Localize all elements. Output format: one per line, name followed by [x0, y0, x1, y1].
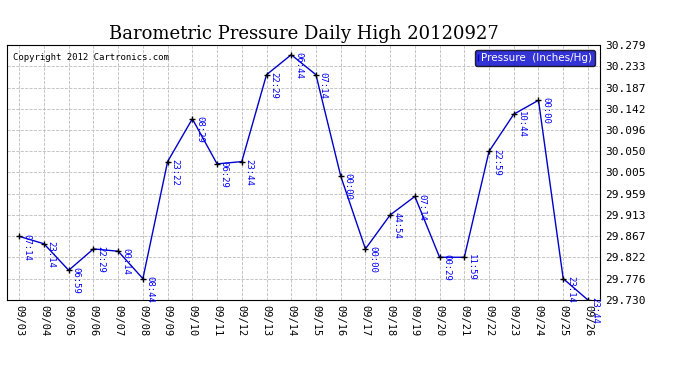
Text: 00:00: 00:00: [541, 98, 550, 124]
Text: 22:59: 22:59: [492, 148, 501, 176]
Text: 10:44: 10:44: [517, 111, 526, 138]
Text: 23:14: 23:14: [47, 241, 56, 268]
Text: Copyright 2012 Cartronics.com: Copyright 2012 Cartronics.com: [13, 53, 169, 62]
Text: 00:29: 00:29: [442, 255, 451, 281]
Legend: Pressure  (Inches/Hg): Pressure (Inches/Hg): [475, 50, 595, 66]
Text: 23:22: 23:22: [170, 159, 179, 186]
Text: 00:00: 00:00: [344, 173, 353, 200]
Text: 06:44: 06:44: [294, 52, 303, 79]
Text: 07:14: 07:14: [22, 234, 31, 261]
Text: 08:29: 08:29: [195, 116, 204, 143]
Text: 06:59: 06:59: [72, 267, 81, 294]
Title: Barometric Pressure Daily High 20120927: Barometric Pressure Daily High 20120927: [109, 26, 498, 44]
Text: 22:29: 22:29: [269, 72, 278, 99]
Text: 07:14: 07:14: [417, 194, 426, 220]
Text: 23:14: 23:14: [566, 276, 575, 303]
Text: 23:44: 23:44: [244, 159, 253, 186]
Text: 00:00: 00:00: [368, 246, 377, 273]
Text: 22:29: 22:29: [96, 246, 105, 273]
Text: 06:29: 06:29: [220, 161, 229, 188]
Text: 11:59: 11:59: [467, 255, 476, 281]
Text: 07:14: 07:14: [319, 72, 328, 99]
Text: 00:14: 00:14: [121, 249, 130, 275]
Text: 44:54: 44:54: [393, 212, 402, 239]
Text: 23:44: 23:44: [591, 297, 600, 324]
Text: 08:44: 08:44: [146, 276, 155, 303]
